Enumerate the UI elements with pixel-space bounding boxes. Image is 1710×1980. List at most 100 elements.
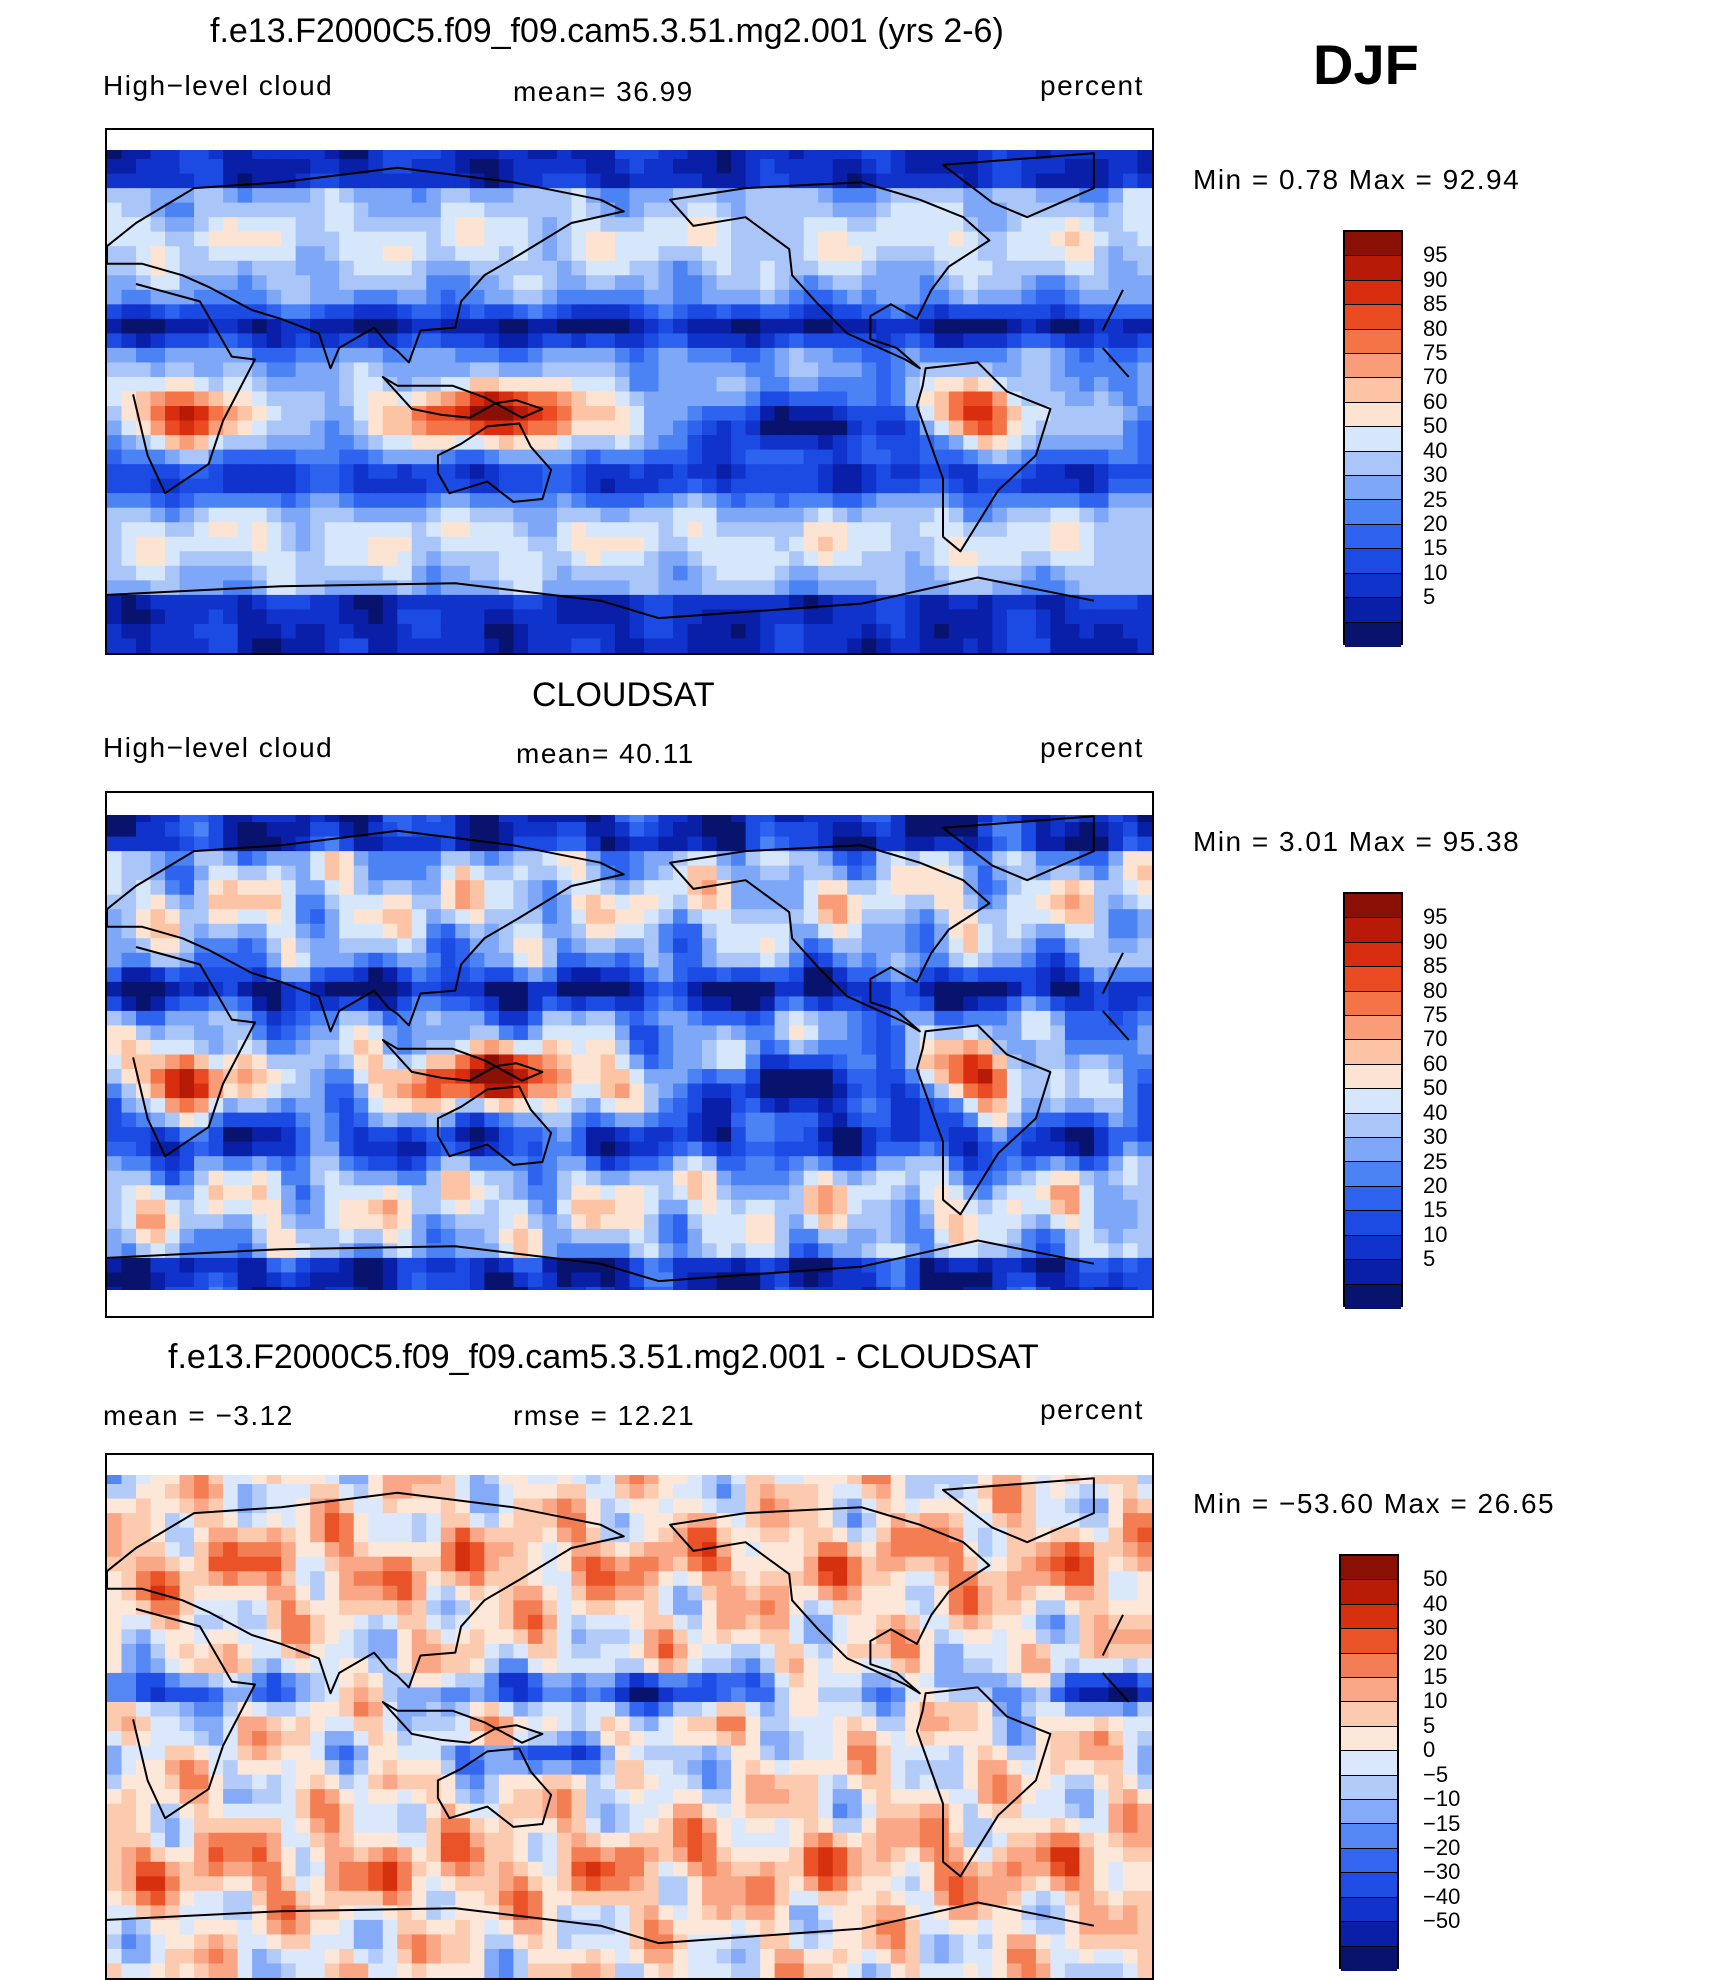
heatmap-cell <box>122 174 137 189</box>
heatmap-cell <box>499 624 514 639</box>
heatmap-cell <box>804 580 819 595</box>
heatmap-cell <box>383 290 398 305</box>
heatmap-cell <box>122 1229 137 1244</box>
heatmap-cell <box>789 996 804 1011</box>
heatmap-cell <box>673 304 688 319</box>
heatmap-cell <box>484 1171 499 1186</box>
heatmap-cell <box>397 203 412 218</box>
heatmap-cell <box>1108 261 1123 276</box>
heatmap-cell <box>891 246 906 261</box>
heatmap-cell <box>122 203 137 218</box>
heatmap-cell <box>615 996 630 1011</box>
heatmap-cell <box>151 421 166 436</box>
heatmap-cell <box>528 304 543 319</box>
heatmap-cell <box>1036 551 1051 566</box>
heatmap-cell <box>310 246 325 261</box>
heatmap-cell <box>165 938 180 953</box>
heatmap-cell <box>1108 638 1123 653</box>
heatmap-cell <box>441 1084 456 1099</box>
heatmap-cell <box>426 493 441 508</box>
heatmap-cell <box>557 450 572 465</box>
season-label: DJF <box>1313 32 1419 97</box>
heatmap-cell <box>484 953 499 968</box>
heatmap-cell <box>136 551 151 566</box>
heatmap-cell <box>702 866 717 881</box>
heatmap-cell <box>978 1069 993 1084</box>
heatmap-cell <box>281 895 296 910</box>
heatmap-cell <box>760 479 775 494</box>
heatmap-cell <box>600 232 615 247</box>
heatmap-cell <box>165 1069 180 1084</box>
heatmap-cell <box>267 246 282 261</box>
heatmap-cell <box>426 866 441 881</box>
heatmap-cell <box>165 996 180 1011</box>
heatmap-cell <box>630 421 645 436</box>
heatmap-cell <box>397 290 412 305</box>
heatmap-cell <box>513 159 528 174</box>
heatmap-cell <box>600 290 615 305</box>
heatmap-cell <box>746 1040 761 1055</box>
heatmap-cell <box>383 1258 398 1273</box>
heatmap-cell <box>557 1127 572 1142</box>
heatmap-cell <box>470 1272 485 1287</box>
heatmap-cell <box>789 1272 804 1287</box>
heatmap-cell <box>847 537 862 552</box>
heatmap-cell <box>746 996 761 1011</box>
heatmap-cell <box>760 1214 775 1229</box>
heatmap-cell <box>630 159 645 174</box>
heatmap-cell <box>441 406 456 421</box>
heatmap-cell <box>267 1214 282 1229</box>
heatmap-cell <box>891 406 906 421</box>
heatmap-cell <box>397 1214 412 1229</box>
heatmap-cell <box>1094 304 1109 319</box>
heatmap-cell <box>354 1171 369 1186</box>
heatmap-cell <box>615 1185 630 1200</box>
heatmap-cell <box>847 246 862 261</box>
heatmap-cell <box>586 421 601 436</box>
heatmap-cell <box>775 275 790 290</box>
heatmap-cell <box>949 464 964 479</box>
heatmap-cell <box>731 982 746 997</box>
heatmap-cell <box>847 624 862 639</box>
heatmap-cell <box>571 522 586 537</box>
heatmap-cell <box>978 1055 993 1070</box>
heatmap-cell <box>354 609 369 624</box>
heatmap-cell <box>528 866 543 881</box>
heatmap-cell <box>891 566 906 581</box>
heatmap-cell <box>789 953 804 968</box>
heatmap-cell <box>571 566 586 581</box>
heatmap-cell <box>542 362 557 377</box>
heatmap-cell <box>368 464 383 479</box>
heatmap-cell <box>847 996 862 1011</box>
heatmap-cell <box>862 551 877 566</box>
heatmap-cell <box>339 609 354 624</box>
heatmap-cell <box>397 1025 412 1040</box>
heatmap-cell <box>833 1055 848 1070</box>
heatmap-cell <box>1065 493 1080 508</box>
heatmap-cell <box>746 938 761 953</box>
heatmap-cell <box>310 1214 325 1229</box>
heatmap-cell <box>1021 319 1036 334</box>
heatmap-cell <box>339 493 354 508</box>
heatmap-cell <box>455 246 470 261</box>
heatmap-cell <box>470 333 485 348</box>
colorbar-swatch <box>1345 256 1401 280</box>
heatmap-cell <box>1021 1258 1036 1273</box>
heatmap-cell <box>1007 566 1022 581</box>
heatmap-cell <box>484 348 499 363</box>
heatmap-cell <box>1094 232 1109 247</box>
heatmap-cell <box>397 522 412 537</box>
heatmap-cell <box>267 479 282 494</box>
heatmap-cell <box>194 493 209 508</box>
heatmap-cell <box>470 159 485 174</box>
heatmap-cell <box>557 566 572 581</box>
heatmap-cell <box>905 595 920 610</box>
heatmap-cell <box>717 290 732 305</box>
heatmap-cell <box>122 1040 137 1055</box>
heatmap-cell <box>847 174 862 189</box>
heatmap-cell <box>571 464 586 479</box>
heatmap-cell <box>122 537 137 552</box>
heatmap-cell <box>368 421 383 436</box>
heatmap-cell <box>1050 493 1065 508</box>
heatmap-cell <box>281 1113 296 1128</box>
